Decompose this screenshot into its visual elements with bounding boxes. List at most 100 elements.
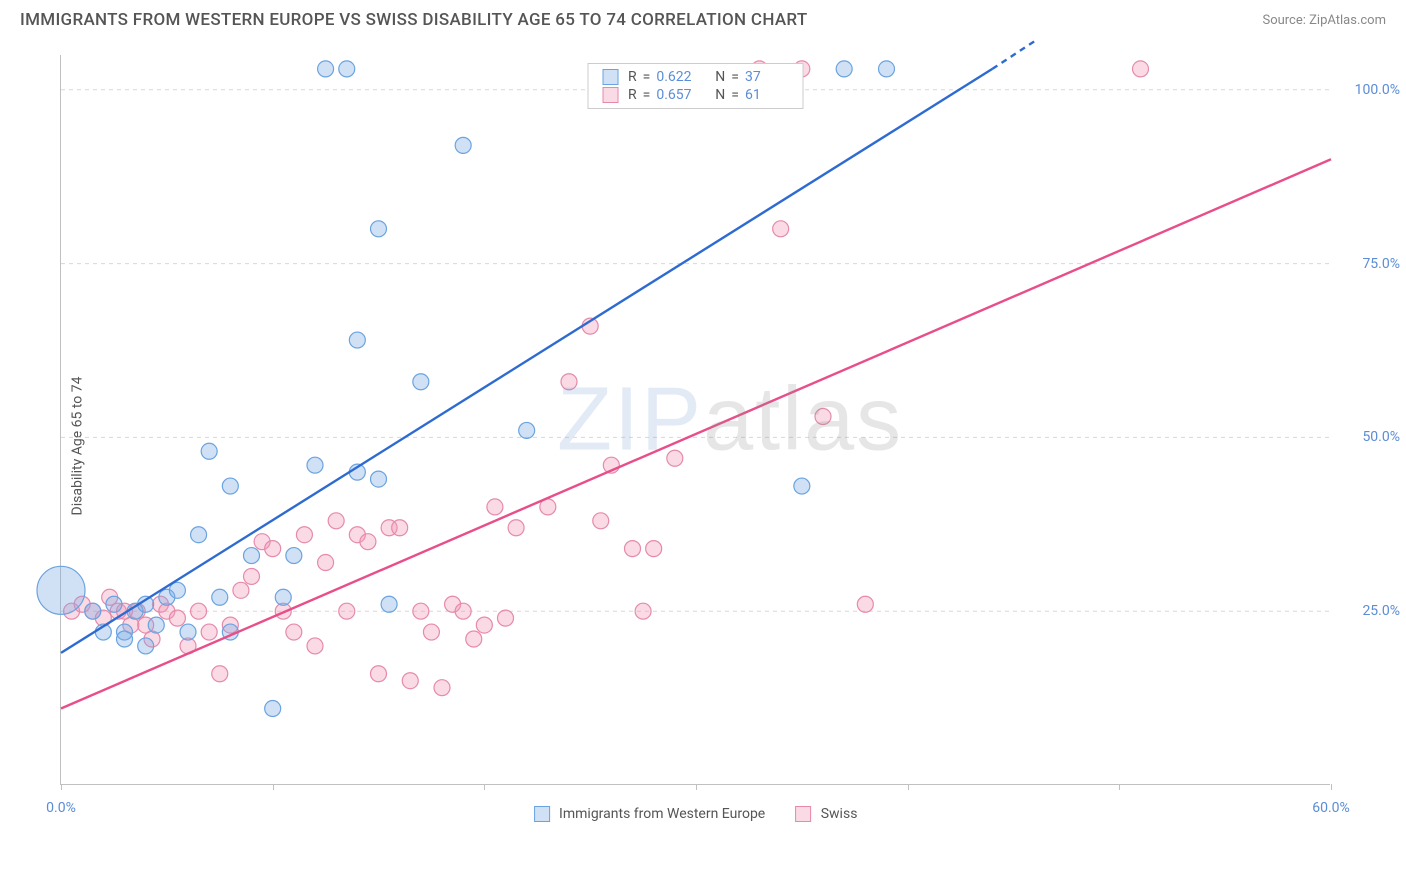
source-label: Source: [1262,13,1309,28]
data-point [455,603,471,619]
eq-sign: = [731,87,739,103]
data-point [349,332,365,348]
data-point [37,566,85,614]
x-tick-mark [1119,784,1120,790]
data-point [244,568,260,584]
data-point [169,610,185,626]
data-point [466,631,482,647]
data-point [307,638,323,654]
data-point [233,582,249,598]
x-tick-mark [908,784,909,790]
header-row: IMMIGRANTS FROM WESTERN EUROPE VS SWISS … [0,0,1406,30]
data-point [815,409,831,425]
data-point [275,589,291,605]
data-point [593,513,609,529]
r-label: R [628,87,637,103]
data-point [138,638,154,654]
eq-sign: = [731,69,739,85]
data-point [423,624,439,640]
data-point [85,603,101,619]
data-point [857,596,873,612]
swatch-western-europe [602,69,618,85]
legend-item-2: Swiss [795,806,857,822]
data-point [191,603,207,619]
data-point [318,555,334,571]
data-point [371,221,387,237]
n-value-2: 61 [745,87,789,103]
r-value-2: 0.657 [656,87,700,103]
data-point [222,478,238,494]
x-tick-label: 60.0% [1312,800,1350,816]
x-tick-mark [1331,784,1332,790]
series-legend: Immigrants from Western Europe Swiss [534,806,858,822]
data-point [371,471,387,487]
data-point [498,610,514,626]
chart-title: IMMIGRANTS FROM WESTERN EUROPE VS SWISS … [20,10,807,30]
data-point [625,541,641,557]
data-point [836,61,852,77]
regression-line [61,159,1331,708]
y-tick-label: 50.0% [1362,429,1400,445]
data-point [646,541,662,557]
data-point [212,589,228,605]
data-point [413,603,429,619]
n-label: N [715,69,725,85]
data-point [508,520,524,536]
correlation-row-1: R = 0.622 N = 37 [602,68,789,86]
swatch-swiss [795,806,811,822]
data-point [879,61,895,77]
legend-label-1: Immigrants from Western Europe [559,806,765,822]
data-point [381,596,397,612]
data-point [487,499,503,515]
data-point [117,631,133,647]
r-value-1: 0.622 [656,69,700,85]
data-point [201,443,217,459]
data-point [635,603,651,619]
n-label: N [715,87,725,103]
data-point [476,617,492,633]
y-tick-label: 100.0% [1355,82,1400,98]
chart-plot-area: ZIPatlas R = 0.622 N = 37 R = 0.657 N = … [60,55,1330,785]
data-point [296,527,312,543]
data-point [339,61,355,77]
data-point [434,680,450,696]
data-point [519,422,535,438]
data-point [286,624,302,640]
data-point [307,457,323,473]
n-value-1: 37 [745,69,789,85]
data-point [106,596,122,612]
y-tick-label: 75.0% [1362,256,1400,272]
legend-label-2: Swiss [821,806,858,822]
data-point [328,513,344,529]
data-point [413,374,429,390]
data-point [455,137,471,153]
source-value: ZipAtlas.com [1309,13,1386,28]
data-point [339,603,355,619]
data-point [265,701,281,717]
data-point [773,221,789,237]
scatter-svg [61,55,1330,784]
data-point [265,541,281,557]
data-point [212,666,228,682]
data-point [667,450,683,466]
data-point [318,61,334,77]
data-point [1133,61,1149,77]
data-point [286,548,302,564]
data-point [360,534,376,550]
regression-line [61,69,992,653]
data-point [191,527,207,543]
eq-sign: = [643,87,651,103]
data-point [180,624,196,640]
x-tick-mark [273,784,274,790]
swatch-western-europe [534,806,550,822]
data-point [244,548,260,564]
x-tick-mark [61,784,62,790]
swatch-swiss [602,87,618,103]
data-point [402,673,418,689]
source-attribution: Source: ZipAtlas.com [1262,13,1386,28]
x-tick-mark [484,784,485,790]
correlation-row-2: R = 0.657 N = 61 [602,86,789,104]
legend-item-1: Immigrants from Western Europe [534,806,766,822]
r-label: R [628,69,637,85]
regression-line-dash [992,41,1034,69]
